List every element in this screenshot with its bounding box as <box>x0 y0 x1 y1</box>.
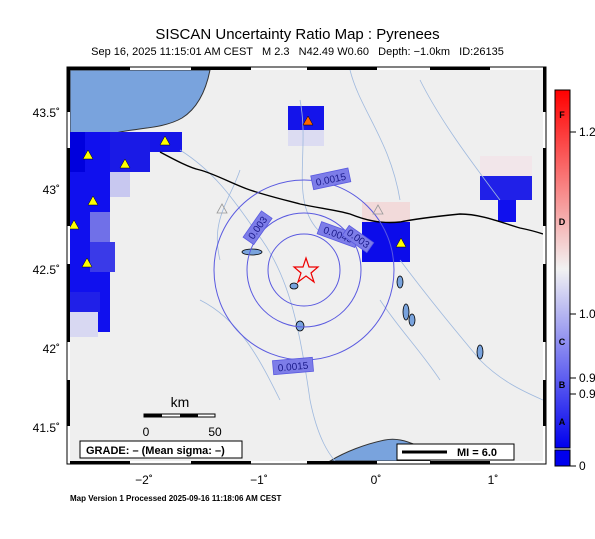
mi-legend: MI = 6.0 <box>396 443 515 461</box>
lat-label: 42˚ <box>43 342 60 356</box>
map-title: SISCAN Uncertainty Ratio Map : Pyrenees <box>155 26 440 43</box>
lat-label: 41.5˚ <box>33 421 60 435</box>
colorbar-value: 0 <box>579 459 586 473</box>
scale-bar-start: 0 <box>143 425 150 439</box>
station-triangle <box>216 203 228 214</box>
event-info: Sep 16, 2025 11:15:01 AM CEST M 2.3 N42.… <box>91 46 504 58</box>
scale-bar: km 0 50 <box>143 394 222 439</box>
station-triangle <box>70 219 80 230</box>
lat-label: 42.5˚ <box>33 263 60 277</box>
rivers <box>179 70 543 461</box>
grade-letter: B <box>559 380 566 390</box>
colorbar-value: 1.0 <box>579 307 595 321</box>
uncertainty-cells <box>70 106 532 337</box>
stations <box>70 115 407 268</box>
grade-letter: D <box>559 217 566 227</box>
scale-bar-title: km <box>171 394 190 410</box>
colorbar-value: 0.9 <box>579 387 595 401</box>
grade-letter: C <box>559 337 566 347</box>
station-triangle <box>82 149 94 160</box>
lon-label: 1˚ <box>488 473 499 487</box>
map-frame <box>66 66 547 465</box>
contour-label: 0.0015 <box>277 361 309 375</box>
colorbar: F D C B A 1.2 1.0 0.9 0.9 0 <box>554 89 595 473</box>
mi-text: MI = 6.0 <box>457 447 497 459</box>
scale-bar-end: 50 <box>208 425 222 439</box>
processing-footer: Map Version 1 Processed 2025-09-16 11:18… <box>70 494 282 503</box>
epicenter-star <box>292 256 320 284</box>
map-canvas <box>70 70 543 461</box>
lon-label: −1˚ <box>250 473 268 487</box>
lakes <box>241 248 484 360</box>
lat-label: 43˚ <box>43 183 60 197</box>
grade-letter: A <box>559 417 566 427</box>
longitude-labels: −2˚ −1˚ 0˚ 1˚ <box>135 473 498 487</box>
grade-box: GRADE: – (Mean sigma: –) <box>79 440 243 459</box>
lat-label: 43.5˚ <box>33 106 60 120</box>
colorbar-value: 1.2 <box>579 125 595 139</box>
station-triangle <box>119 158 131 169</box>
grade-letter: F <box>559 110 565 120</box>
lon-label: 0˚ <box>371 473 382 487</box>
station-triangle <box>159 135 171 146</box>
colorbar-value: 0.9 <box>579 371 595 385</box>
country-border <box>159 151 543 235</box>
station-triangle <box>87 195 99 206</box>
station-triangle <box>302 115 314 126</box>
lon-label: −2˚ <box>135 473 153 487</box>
station-triangle <box>395 237 407 248</box>
station-triangle <box>81 257 93 268</box>
latitude-labels: 43.5˚ 43˚ 42.5˚ 42˚ 41.5˚ <box>33 106 60 435</box>
grade-text: GRADE: – (Mean sigma: –) <box>86 445 225 457</box>
station-triangle <box>372 204 384 215</box>
